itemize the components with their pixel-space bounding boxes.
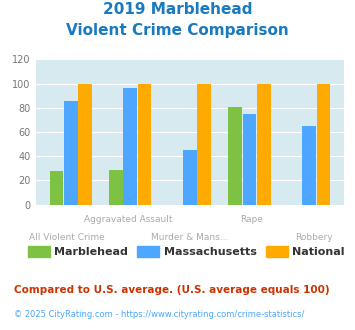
Bar — [64, 101, 77, 205]
Text: Rape: Rape — [240, 214, 263, 223]
Bar — [50, 171, 63, 205]
Bar — [197, 83, 211, 205]
Text: © 2025 CityRating.com - https://www.cityrating.com/crime-statistics/: © 2025 CityRating.com - https://www.city… — [14, 310, 305, 319]
Bar — [317, 83, 330, 205]
Bar — [78, 83, 92, 205]
Bar — [138, 83, 152, 205]
Bar — [183, 150, 197, 205]
Text: 2019 Marblehead: 2019 Marblehead — [103, 2, 252, 16]
Bar — [302, 126, 316, 205]
Bar — [243, 114, 256, 205]
Text: Murder & Mans...: Murder & Mans... — [151, 233, 229, 242]
Text: Robbery: Robbery — [295, 233, 332, 242]
Bar — [228, 107, 242, 205]
Bar — [109, 170, 123, 205]
Text: All Violent Crime: All Violent Crime — [28, 233, 104, 242]
Bar — [124, 88, 137, 205]
Bar — [257, 83, 271, 205]
Text: Violent Crime Comparison: Violent Crime Comparison — [66, 23, 289, 38]
Text: Aggravated Assault: Aggravated Assault — [84, 214, 173, 223]
Legend: Marblehead, Massachusetts, National: Marblehead, Massachusetts, National — [23, 242, 349, 262]
Text: Compared to U.S. average. (U.S. average equals 100): Compared to U.S. average. (U.S. average … — [14, 285, 330, 295]
